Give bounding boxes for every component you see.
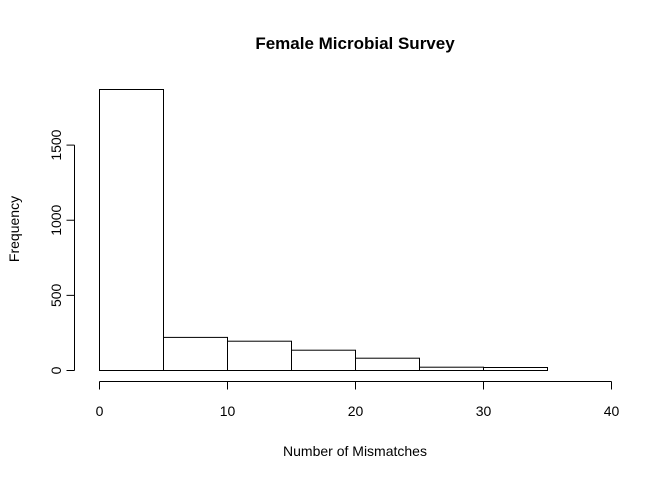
- x-tick-label: 10: [220, 403, 236, 419]
- bars-group: [99, 89, 548, 372]
- histogram-bar: [163, 336, 228, 371]
- histogram-bar: [483, 367, 548, 371]
- y-axis: 0 500 1000 1500: [48, 129, 75, 374]
- y-tick-label: 1500: [48, 129, 64, 160]
- x-axis: 0 10 20 30 40: [96, 381, 620, 419]
- y-tick-label: 0: [48, 366, 64, 374]
- x-tick-label: 20: [348, 403, 364, 419]
- histogram-bar: [355, 357, 420, 372]
- histogram-bar: [291, 349, 356, 372]
- x-tick-label: 0: [96, 403, 104, 419]
- x-tick-label: 30: [476, 403, 492, 419]
- y-axis-label: Frequency: [6, 196, 22, 262]
- histogram-bar: [419, 366, 484, 372]
- chart-title: Female Microbial Survey: [255, 34, 455, 53]
- y-tick-label: 1000: [48, 204, 64, 235]
- x-tick-label: 40: [604, 403, 620, 419]
- x-axis-label: Number of Mismatches: [283, 443, 427, 459]
- y-tick-label: 500: [48, 283, 64, 307]
- histogram-bar: [227, 340, 292, 372]
- histogram-bar: [99, 89, 164, 371]
